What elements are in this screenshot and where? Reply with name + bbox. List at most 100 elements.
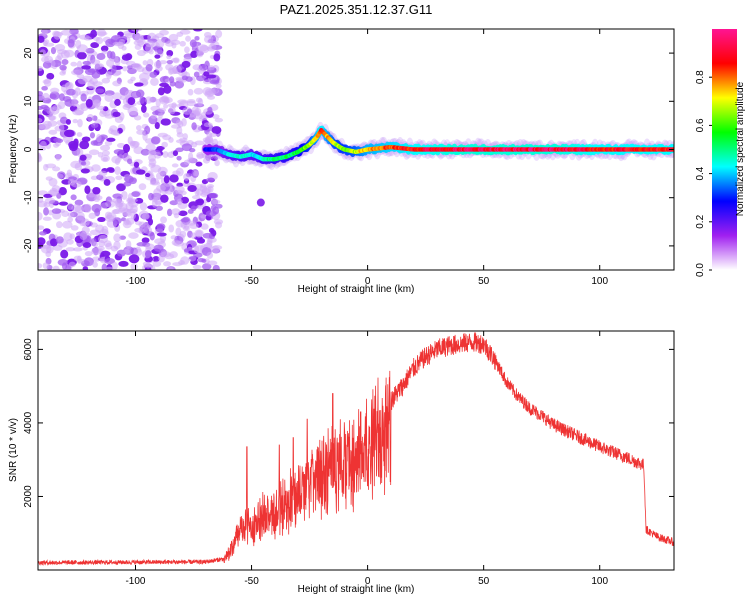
noise-blob [136,129,147,135]
noise-blob [211,126,222,135]
noise-blob [196,237,206,244]
noise-blob [122,65,128,72]
noise-blob [206,251,214,259]
noise-blob [192,64,202,71]
noise-blob [91,164,101,172]
noise-blob [88,212,97,219]
noise-blob [215,221,223,229]
noise-blob [128,254,140,264]
noise-blob [111,64,117,74]
noise-blob [71,204,82,213]
noise-blob [215,203,223,209]
noise-blob [128,232,139,239]
noise-blob [84,185,91,195]
noise-blob [169,174,179,183]
noise-blob [215,83,222,89]
noise-blob [71,180,82,188]
noise-blob [201,187,211,196]
noise-blob [166,54,172,60]
noise-blob [123,181,132,187]
noise-blob [150,136,161,145]
noise-blob [175,167,184,177]
isolated-blob [256,198,265,207]
noise-blob [208,227,215,234]
noise-blob [88,149,100,156]
noise-blob [125,217,135,225]
noise-blob [157,87,165,96]
noise-blob [58,124,65,132]
noise-blob [104,258,116,265]
noise-blob [67,216,74,223]
snr-ticks: -100 -50 0 50 100 2000 4000 6000 [23,331,674,587]
noise-blob [190,205,197,212]
noise-blob [38,225,45,230]
noise-blob [141,237,150,244]
noise-blob [105,266,114,270]
spectrogram-track [201,121,674,171]
noise-blob [72,118,79,124]
noise-blob [49,87,60,93]
noise-blob [81,136,91,142]
noise-blob [160,251,171,258]
noise-blob [80,168,90,174]
colorbar-tick-label: 0.8 [695,70,706,84]
noise-blob [168,106,176,115]
noise-blob [186,100,197,107]
snr-y-axis-label: SNR (10 * v/v) [8,418,19,482]
noise-blob [77,118,83,128]
noise-blob [74,87,81,96]
noise-blob [85,47,95,54]
noise-blob [111,261,118,270]
snr-panel: -100 -50 0 50 100 2000 4000 6000 Height of stra… [8,330,675,595]
chart-title: PAZ1.2025.351.12.37.G11 [280,2,433,17]
noise-blob [148,192,154,201]
noise-blob [148,158,157,166]
noise-blob [155,33,165,39]
spectrogram-x-tick-label: 50 [478,276,490,287]
spectrogram-y-tick-label: 10 [23,95,34,107]
noise-blob [46,72,55,80]
noise-blob [106,50,113,59]
noise-blob [166,49,174,57]
noise-blob [190,50,198,59]
noise-blob [139,96,145,105]
noise-blob [48,177,58,187]
noise-blob [42,216,52,221]
noise-blob [38,35,45,43]
noise-blob [67,39,75,48]
noise-blob [73,255,82,262]
noise-blob [177,120,184,128]
noise-blob [176,132,184,138]
noise-blob [93,197,100,203]
noise-blob [203,71,210,77]
noise-blob [62,96,72,102]
noise-blob [90,122,99,128]
noise-blob [52,211,62,220]
noise-blob [140,148,150,156]
noise-blob [211,199,221,205]
noise-blob [209,79,220,85]
noise-blob [117,154,124,160]
noise-blob [134,220,142,226]
noise-blob [49,93,57,99]
noise-blob [173,185,185,194]
noise-blob [155,65,163,72]
noise-blob [193,245,200,254]
noise-blob [70,225,79,231]
noise-blob [187,184,197,193]
noise-blob [100,250,111,257]
noise-blob [83,36,92,41]
noise-blob [95,224,105,233]
noise-blob [203,122,213,128]
noise-blob [163,103,169,109]
noise-blob [71,69,82,76]
noise-blob [92,261,98,268]
noise-blob [118,260,129,267]
noise-blob [82,242,92,248]
noise-blob [205,177,215,183]
noise-blob [203,139,214,144]
noise-blob [112,92,122,101]
noise-blob [53,142,60,148]
noise-blob [63,232,73,241]
noise-blob [160,216,167,224]
